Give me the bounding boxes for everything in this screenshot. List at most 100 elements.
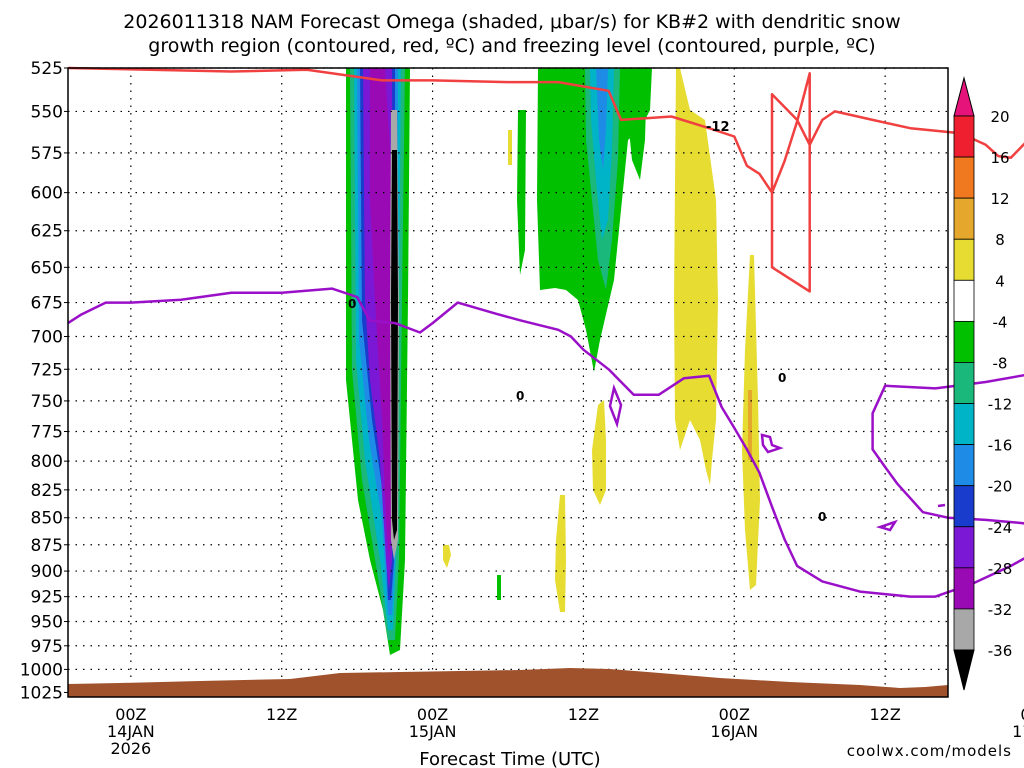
y-tick-label: 525 <box>31 59 63 79</box>
y-tick-label: 875 <box>31 536 63 556</box>
x-tick-date: 14JAN <box>107 722 155 741</box>
colorbar-level-label: -8 <box>993 354 1008 372</box>
dgz-contour-label: -12 <box>706 120 730 135</box>
colorbar: 20 16 12 8 4 -4 -8 -12 -16 -20 -24 -28 -32 -36 <box>953 76 1013 691</box>
x-tick-year: 2026 <box>110 739 151 758</box>
plot-area: -12 0 0 0 0 <box>67 66 1024 698</box>
colorbar-bin <box>953 444 975 487</box>
y-axis: 525 550 575 600 625 650 675 700 725 750 775 800 825 8… <box>20 59 68 703</box>
omega-patch-green-c <box>497 575 501 600</box>
omega-patch-yellow-6 <box>508 130 512 165</box>
freezing-level-contour-line <box>67 287 1024 598</box>
x-axis-title: Forecast Time (UTC) <box>419 749 600 768</box>
x-tick-date: 15JAN <box>409 722 457 741</box>
y-tick-label: 725 <box>31 360 63 380</box>
y-tick-label: 925 <box>31 588 63 608</box>
x-tick-label: 00Z <box>1020 705 1024 724</box>
colorbar-bin <box>953 608 975 651</box>
colorbar-level-label: -36 <box>988 642 1013 660</box>
colorbar-level-label: -24 <box>988 519 1013 537</box>
dgz-contour-line <box>67 66 1024 293</box>
freezing-contour-label-4: 0 <box>818 510 826 524</box>
colorbar-bin <box>953 197 975 240</box>
y-tick-label: 625 <box>31 222 63 242</box>
x-tick-label: 12Z <box>869 705 900 724</box>
omega-band-purple-1 <box>370 68 392 560</box>
colorbar-level-label: 8 <box>995 231 1005 249</box>
omega-patch-yellow-5 <box>443 545 451 568</box>
colorbar-level-label: 20 <box>990 108 1009 126</box>
x-tick-label: 00Z <box>719 705 750 724</box>
y-tick-label: 1000 <box>20 660 63 680</box>
x-tick-date: 16JAN <box>710 722 758 741</box>
colorbar-level-label: -28 <box>988 560 1013 578</box>
colorbar-level-label: -4 <box>993 313 1008 331</box>
colorbar-level-label: -16 <box>988 437 1013 455</box>
y-tick-label: 675 <box>31 294 63 314</box>
freezing-level-fragment-1 <box>937 503 946 508</box>
freezing-level-loop-1 <box>608 383 623 429</box>
x-tick-label: 12Z <box>266 705 297 724</box>
omega-band-blue-2 <box>596 68 608 170</box>
freezing-level-small-contours <box>608 383 946 532</box>
y-tick-label: 750 <box>31 392 63 412</box>
y-tick-label: 975 <box>31 637 63 657</box>
plot-background <box>68 68 948 697</box>
y-tick-label: 575 <box>31 144 63 164</box>
y-tick-label: 800 <box>31 452 63 472</box>
freezing-contour-label-2: 0 <box>516 389 524 403</box>
omega-patch-green-b <box>628 105 646 180</box>
x-axis: 00Z14JAN202612Z00Z15JAN12Z00Z16JAN12Z00Z… <box>107 705 1024 758</box>
colorbar-level-label: 16 <box>990 149 1009 167</box>
colorbar-level-label: -12 <box>988 396 1013 414</box>
x-tick-label: 12Z <box>568 705 599 724</box>
y-tick-label: 600 <box>31 184 63 204</box>
freezing-contour-label-3: 0 <box>778 371 786 385</box>
colorbar-level-label: 4 <box>995 272 1005 290</box>
colorbar-top-arrow <box>953 76 975 117</box>
colorbar-bin <box>953 238 975 281</box>
y-tick-label: 950 <box>31 613 63 633</box>
freezing-level-loop-2 <box>875 519 898 532</box>
x-tick-label: 00Z <box>115 705 146 724</box>
colorbar-level-label: 12 <box>990 190 1009 208</box>
colorbar-bin <box>953 485 975 528</box>
colorbar-bin <box>953 526 975 569</box>
colorbar-bottom-arrow <box>953 649 975 691</box>
colorbar-bin <box>953 320 975 363</box>
omega-patch-green-a <box>517 110 526 275</box>
colorbar-bin <box>953 115 975 158</box>
colorbar-bin <box>953 362 975 404</box>
y-tick-label: 650 <box>31 258 63 278</box>
freezing-contour-label-1: 0 <box>348 297 356 311</box>
omega-shading <box>346 68 760 655</box>
chart-title-line-2: growth region (contoured, red, ºC) and f… <box>148 35 875 57</box>
credit-text: coolwx.com/models <box>847 742 1012 760</box>
y-tick-label: 825 <box>31 481 63 501</box>
colorbar-bin <box>953 279 975 322</box>
omega-patch-yellow-3 <box>592 400 606 505</box>
colorbar-bin <box>953 403 975 446</box>
x-tick-date: 17JAN <box>1012 722 1024 741</box>
omega-patch-yellow-4 <box>555 495 566 612</box>
omega-patch-orange-1 <box>748 390 752 460</box>
colorbar-level-label: -20 <box>988 478 1013 496</box>
y-tick-label: 550 <box>31 102 63 122</box>
chart-title-line-1: 2026011318 NAM Forecast Omega (shaded, μ… <box>123 11 900 33</box>
x-tick-label: 00Z <box>417 705 448 724</box>
contour-labels: -12 0 0 0 0 <box>348 120 826 524</box>
colorbar-level-label: -32 <box>988 601 1013 619</box>
terrain-fill <box>68 668 948 697</box>
colorbar-bin <box>953 567 975 610</box>
y-tick-label: 1025 <box>20 683 63 703</box>
omega-patch-yellow-1 <box>674 68 718 485</box>
y-tick-label: 775 <box>31 423 63 443</box>
omega-core-black <box>391 150 398 540</box>
plot-frame <box>67 67 949 698</box>
colorbar-bin <box>953 156 975 199</box>
freezing-level-loop-3 <box>760 433 784 454</box>
y-tick-label: 900 <box>31 562 63 582</box>
y-tick-label: 850 <box>31 509 63 529</box>
y-tick-label: 700 <box>31 328 63 348</box>
